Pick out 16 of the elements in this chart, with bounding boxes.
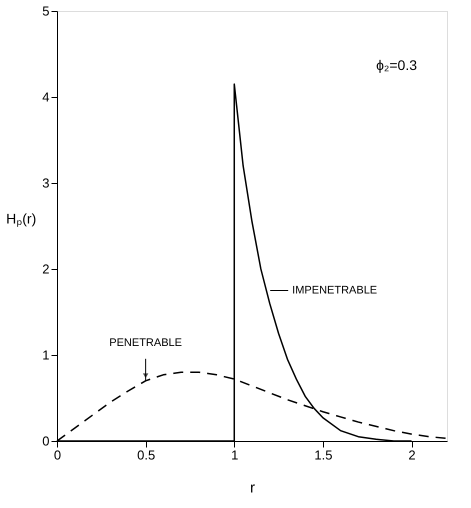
x-tick-label: 2 bbox=[408, 448, 416, 462]
annotation: ϕ₂=0.3 bbox=[376, 57, 418, 73]
y-tick-label: 5 bbox=[42, 4, 50, 18]
y-tick-label: 2 bbox=[42, 262, 50, 276]
x-tick-label: 0.5 bbox=[137, 448, 156, 462]
annotation: PENETRABLE bbox=[109, 336, 182, 349]
y-tick-label: 4 bbox=[42, 90, 50, 104]
x-axis-title: r bbox=[250, 480, 255, 496]
y-tick-label: 1 bbox=[42, 348, 50, 362]
y-tick-label: 0 bbox=[42, 434, 50, 448]
annotation: IMPENETRABLE bbox=[292, 284, 378, 296]
x-tick-label: 1 bbox=[231, 448, 238, 462]
x-tick-label: 1.5 bbox=[314, 448, 332, 462]
y-tick-label: 3 bbox=[42, 176, 50, 190]
y-axis-title: Hₚ(r) bbox=[6, 210, 36, 228]
x-tick-label: 0 bbox=[54, 448, 62, 462]
